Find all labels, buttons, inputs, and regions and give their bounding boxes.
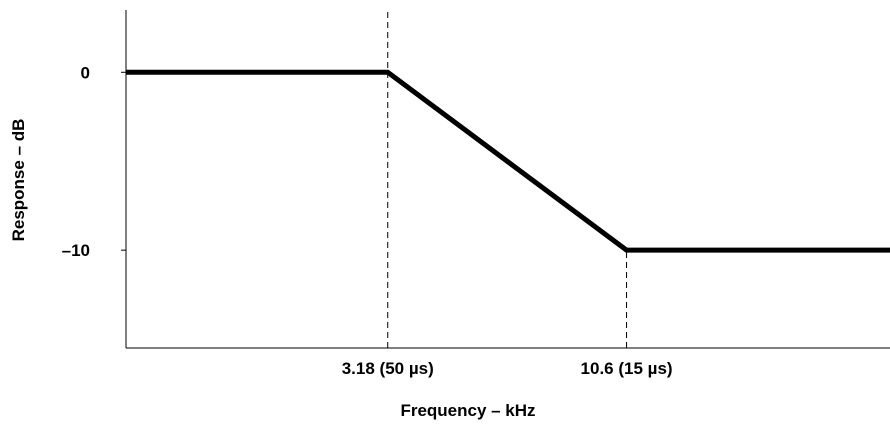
ticks: 0 –10 3.18 (50 µs) 10.6 (15 µs) — [62, 63, 673, 378]
x-axis-label: Frequency – kHz — [400, 401, 535, 420]
x-tick-label: 10.6 (15 µs) — [581, 359, 673, 378]
y-axis-label: Response – dB — [9, 119, 28, 242]
response-curve — [126, 69, 890, 253]
y-tick-label: –10 — [62, 241, 90, 260]
x-tick-label: 3.18 (50 µs) — [342, 359, 434, 378]
y-tick-label: 0 — [81, 63, 90, 82]
axes — [125, 10, 890, 349]
reference-lines — [387, 10, 628, 348]
series — [126, 69, 890, 253]
